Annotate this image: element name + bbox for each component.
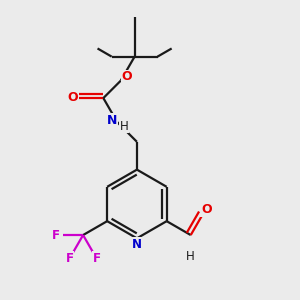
Text: H: H xyxy=(186,250,195,263)
Text: N: N xyxy=(107,114,118,127)
Text: F: F xyxy=(92,252,101,265)
Text: O: O xyxy=(68,91,78,104)
Text: O: O xyxy=(201,203,211,216)
Text: H: H xyxy=(120,120,129,133)
Text: O: O xyxy=(121,70,132,83)
Text: F: F xyxy=(66,252,74,265)
Text: F: F xyxy=(52,229,60,242)
Text: N: N xyxy=(132,238,142,251)
